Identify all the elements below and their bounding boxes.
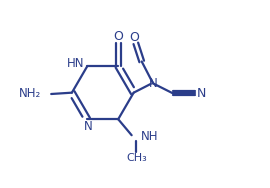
Text: NH₂: NH₂ [19, 87, 41, 101]
Text: O: O [113, 30, 123, 43]
Text: NH: NH [141, 130, 158, 143]
Text: CH₃: CH₃ [126, 153, 147, 163]
Text: O: O [130, 31, 139, 44]
Text: N: N [84, 120, 93, 133]
Text: HN: HN [67, 57, 85, 70]
Text: N: N [196, 87, 206, 100]
Text: N: N [148, 77, 157, 90]
